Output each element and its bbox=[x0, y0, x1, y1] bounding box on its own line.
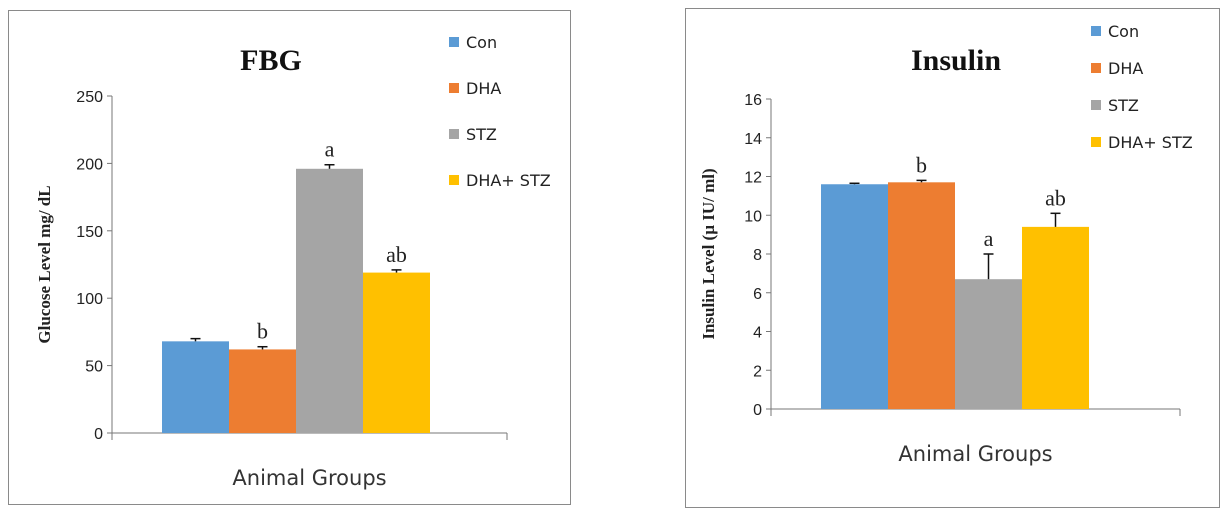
legend-label: DHA+ STZ bbox=[466, 171, 551, 190]
x-axis-label: Animal Groups bbox=[898, 442, 1052, 466]
y-tick-label: 0 bbox=[753, 402, 762, 419]
y-tick-label: 100 bbox=[76, 291, 103, 308]
y-tick-label: 200 bbox=[76, 156, 103, 173]
significance-label: b bbox=[916, 152, 927, 177]
y-tick-label: 4 bbox=[753, 325, 762, 342]
legend-swatch bbox=[449, 129, 459, 139]
significance-label: ab bbox=[1045, 185, 1066, 210]
legend-swatch bbox=[1091, 63, 1101, 73]
significance-label: b bbox=[257, 319, 268, 344]
bar-dha-stz bbox=[363, 272, 430, 433]
x-axis-label: Animal Groups bbox=[232, 466, 386, 490]
legend-label: DHA+ STZ bbox=[1108, 133, 1193, 152]
legend-label: DHA bbox=[466, 79, 501, 98]
y-tick-label: 10 bbox=[744, 208, 762, 225]
chart-title: Insulin bbox=[911, 44, 1001, 77]
insulin-chart-panel: 0 2 4 6 8 10 12 14 16 b a ab Insulin Animal Groups Ins… bbox=[685, 8, 1220, 508]
bar-dha bbox=[229, 349, 296, 433]
y-tick-label: 2 bbox=[753, 363, 762, 380]
chart-title: FBG bbox=[240, 44, 302, 77]
bar-stz bbox=[955, 279, 1022, 409]
legend-swatch bbox=[1091, 100, 1101, 110]
y-axis-label: Glucose Level mg/ dL bbox=[35, 185, 54, 343]
y-tick-label: 150 bbox=[76, 224, 103, 241]
y-axis-label: Insulin Level (µ IU/ ml) bbox=[699, 168, 718, 339]
bar-dha-stz bbox=[1022, 226, 1089, 409]
legend-label: STZ bbox=[466, 125, 497, 144]
y-tick-label: 250 bbox=[76, 89, 103, 106]
bar-dha bbox=[888, 182, 955, 409]
fbg-chart: 0 50 100 150 200 250 b a ab FBG Animal Groups Gluco… bbox=[35, 33, 551, 490]
y-tick-label: 50 bbox=[85, 359, 103, 376]
legend-label: STZ bbox=[1108, 96, 1139, 115]
bar-con bbox=[162, 341, 229, 433]
legend-label: Con bbox=[466, 33, 497, 52]
significance-label: a bbox=[325, 137, 335, 162]
legend-swatch bbox=[449, 83, 459, 93]
legend-swatch bbox=[1091, 137, 1101, 147]
fbg-chart-panel: 0 50 100 150 200 250 b a ab FBG Animal Groups Gluco… bbox=[8, 10, 571, 505]
significance-label: ab bbox=[386, 242, 407, 267]
legend-swatch bbox=[449, 175, 459, 185]
legend-swatch bbox=[449, 37, 459, 47]
y-tick-label: 16 bbox=[744, 92, 762, 109]
bar-stz bbox=[296, 168, 363, 434]
y-tick-label: 0 bbox=[94, 426, 103, 443]
legend-swatch bbox=[1091, 26, 1101, 36]
y-tick-label: 6 bbox=[753, 286, 762, 303]
legend-label: DHA bbox=[1108, 59, 1143, 78]
y-tick-label: 12 bbox=[744, 170, 762, 187]
legend-label: Con bbox=[1108, 22, 1139, 41]
bar-con bbox=[821, 184, 888, 409]
y-tick-label: 8 bbox=[753, 247, 762, 264]
y-tick-label: 14 bbox=[744, 131, 762, 148]
significance-label: a bbox=[984, 226, 994, 251]
insulin-chart: 0 2 4 6 8 10 12 14 16 b a ab Insulin Animal Groups Ins… bbox=[699, 22, 1193, 466]
